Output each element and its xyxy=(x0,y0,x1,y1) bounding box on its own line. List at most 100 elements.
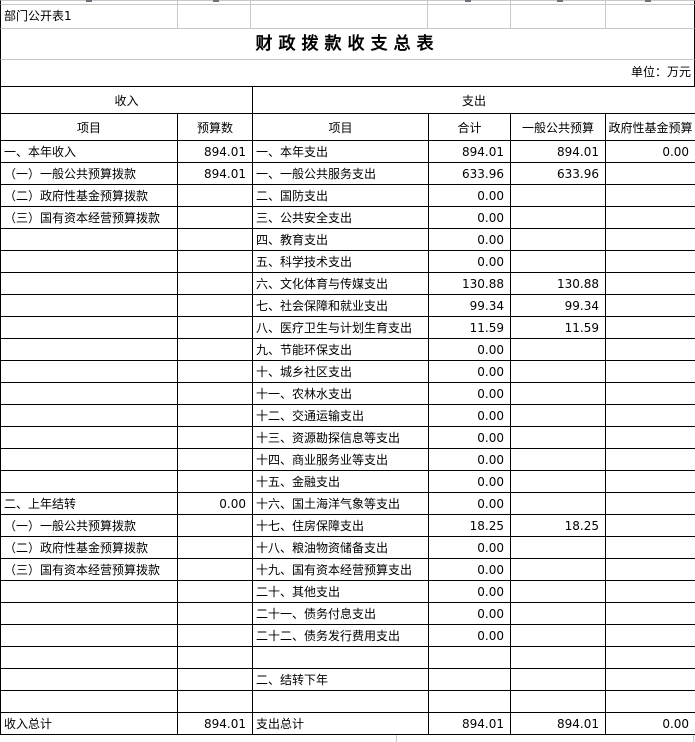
expense-gov-fund-cell: 0.00 xyxy=(605,712,695,735)
expense-gov-fund-cell xyxy=(605,602,695,625)
income-item-cell: 收入总计 xyxy=(0,712,178,735)
table-header: 收入 支出 项目 预算数 项目 合计 一般公共预算 政府性基金预算 xyxy=(0,86,695,141)
income-item-cell xyxy=(0,602,178,625)
expense-total-cell: 0.00 xyxy=(428,184,512,207)
col-header-income-budget: 预算数 xyxy=(176,113,254,141)
expense-general-budget-cell xyxy=(510,624,607,647)
expense-gov-fund-cell xyxy=(605,272,695,295)
expense-item-cell: 五、科学技术支出 xyxy=(252,250,430,273)
expense-general-budget-cell xyxy=(510,338,607,361)
expense-total-cell: 0.00 xyxy=(428,250,512,273)
table-row: 五、科学技术支出 0.00 xyxy=(0,250,695,273)
expense-item-cell: 十八、粮油物资储备支出 xyxy=(252,536,430,559)
expense-general-budget-cell xyxy=(510,580,607,603)
income-item-cell xyxy=(0,448,178,471)
expense-general-budget-cell xyxy=(510,184,607,207)
group-header-row: 收入 支出 xyxy=(0,86,695,114)
expense-total-cell: 0.00 xyxy=(428,338,512,361)
dept-label: 部门公开表1 xyxy=(4,9,72,23)
expense-gov-fund-cell xyxy=(605,250,695,273)
expense-gov-fund-cell xyxy=(605,206,695,229)
expense-gov-fund-cell xyxy=(605,646,695,669)
expense-total-cell xyxy=(428,690,512,713)
expense-general-budget-cell xyxy=(510,492,607,515)
expense-item-cell: 十二、交通运输支出 xyxy=(252,404,430,427)
expense-gov-fund-cell xyxy=(605,558,695,581)
income-budget-cell: 894.01 xyxy=(176,712,254,735)
expense-total-cell: 11.59 xyxy=(428,316,512,339)
income-budget-cell xyxy=(176,558,254,581)
expense-total-cell xyxy=(428,646,512,669)
expense-gov-fund-cell xyxy=(605,162,695,185)
clipped-bottom-row xyxy=(0,735,695,742)
expense-general-budget-cell: 130.88 xyxy=(510,272,607,295)
expense-gov-fund-cell: 0.00 xyxy=(605,140,695,163)
table-row: （一）一般公共预算拨款 894.01 一、一般公共服务支出 633.96 633.96 xyxy=(0,162,695,185)
expense-item-cell: 十一、农林水支出 xyxy=(252,382,430,405)
income-item-cell: （一）一般公共预算拨款 xyxy=(0,162,178,185)
expense-gov-fund-cell xyxy=(605,668,695,691)
income-item-cell: 一、本年收入 xyxy=(0,140,178,163)
expense-item-cell: 二、国防支出 xyxy=(252,184,430,207)
expense-total-cell: 0.00 xyxy=(428,536,512,559)
expense-item-cell: 四、教育支出 xyxy=(252,228,430,251)
expense-general-budget-cell xyxy=(510,690,607,713)
expense-total-cell: 0.00 xyxy=(428,404,512,427)
table-row: （三）国有资本经营预算拨款 十九、国有资本经营预算支出 0.00 xyxy=(0,558,695,581)
expense-general-budget-cell: 894.01 xyxy=(510,140,607,163)
expense-item-cell: 六、文化体育与传媒支出 xyxy=(252,272,430,295)
expense-general-budget-cell xyxy=(510,382,607,405)
expense-item-cell: 十、城乡社区支出 xyxy=(252,360,430,383)
income-budget-cell xyxy=(176,580,254,603)
expense-gov-fund-cell xyxy=(605,382,695,405)
table-row: 八、医疗卫生与计划生育支出 11.59 11.59 xyxy=(0,316,695,339)
expense-gov-fund-cell xyxy=(605,624,695,647)
table-row: 十二、交通运输支出 0.00 xyxy=(0,404,695,427)
expense-item-cell: 二十、其他支出 xyxy=(252,580,430,603)
col-header-expense-item: 项目 xyxy=(252,113,430,141)
expense-total-cell: 130.88 xyxy=(428,272,512,295)
grid-line xyxy=(693,735,694,742)
expense-gov-fund-cell xyxy=(605,536,695,559)
income-budget-cell xyxy=(176,470,254,493)
expense-gov-fund-cell xyxy=(605,690,695,713)
table-row: 一、本年收入 894.01 一、本年支出 894.01 894.01 0.00 xyxy=(0,140,695,163)
income-item-cell xyxy=(0,646,178,669)
expense-item-cell: 十九、国有资本经营预算支出 xyxy=(252,558,430,581)
income-item-cell: （三）国有资本经营预算拨款 xyxy=(0,206,178,229)
expense-total-cell: 894.01 xyxy=(428,712,512,735)
table-row: （二）政府性基金预算拨款 二、国防支出 0.00 xyxy=(0,184,695,207)
dept-label-row: 部门公开表1 xyxy=(0,5,695,29)
expense-item-cell: 十七、住房保障支出 xyxy=(252,514,430,537)
income-budget-cell xyxy=(176,272,254,295)
income-item-cell xyxy=(0,272,178,295)
unit-label: 单位：万元 xyxy=(0,60,695,86)
budget-table: 收入 支出 项目 预算数 项目 合计 一般公共预算 政府性基金预算 一、本年收入… xyxy=(0,86,695,735)
expense-general-budget-cell xyxy=(510,470,607,493)
expense-item-cell: 一、本年支出 xyxy=(252,140,430,163)
table-row: 十五、金融支出 0.00 xyxy=(0,470,695,493)
expense-gov-fund-cell xyxy=(605,360,695,383)
table-row: 十、城乡社区支出 0.00 xyxy=(0,360,695,383)
income-budget-cell: 0.00 xyxy=(176,492,254,515)
expense-gov-fund-cell xyxy=(605,514,695,537)
table-body: 一、本年收入 894.01 一、本年支出 894.01 894.01 0.00 （一）一般公… xyxy=(0,140,695,735)
grid-line xyxy=(396,735,397,742)
expense-total-cell: 633.96 xyxy=(428,162,512,185)
expense-gov-fund-cell xyxy=(605,228,695,251)
expense-item-cell: 二十一、债务付息支出 xyxy=(252,602,430,625)
expense-gov-fund-cell xyxy=(605,404,695,427)
page-title: 财政拨款收支总表 xyxy=(0,29,695,60)
expense-item-cell: 八、医疗卫生与计划生育支出 xyxy=(252,316,430,339)
expense-general-budget-cell xyxy=(510,646,607,669)
income-budget-cell xyxy=(176,250,254,273)
income-item-cell xyxy=(0,470,178,493)
table-row: （一）一般公共预算拨款 十七、住房保障支出 18.25 18.25 xyxy=(0,514,695,537)
expense-general-budget-cell: 99.34 xyxy=(510,294,607,317)
income-budget-cell xyxy=(176,646,254,669)
income-budget-cell xyxy=(176,448,254,471)
expense-total-cell xyxy=(428,668,512,691)
expense-total-cell: 0.00 xyxy=(428,382,512,405)
expense-gov-fund-cell xyxy=(605,492,695,515)
table-row: 二十二、债务发行费用支出 0.00 xyxy=(0,624,695,647)
